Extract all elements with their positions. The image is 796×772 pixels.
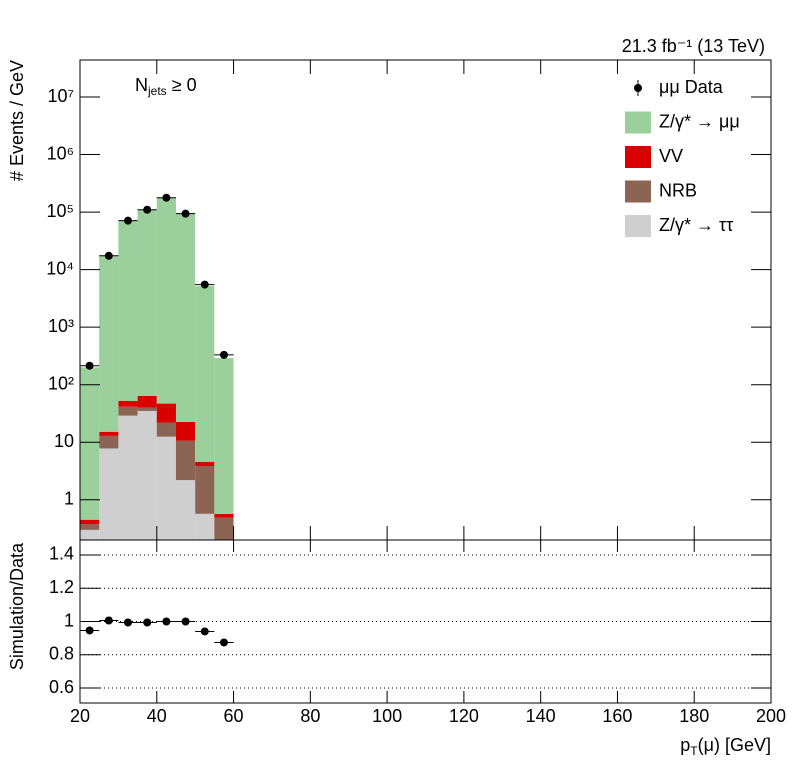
chart-title: 21.3 fb⁻¹ (13 TeV) xyxy=(622,36,765,56)
ratio-point xyxy=(104,616,113,625)
stack-bar xyxy=(118,400,138,407)
data-point xyxy=(200,280,209,289)
legend-swatch xyxy=(625,111,651,134)
stack-bar xyxy=(137,407,157,411)
x-tick-label: 60 xyxy=(224,706,244,726)
stack-bar xyxy=(175,213,196,422)
x-tick-label: 180 xyxy=(679,706,709,726)
x-tick-label: 100 xyxy=(372,706,402,726)
legend-label: Z/γ* → μμ xyxy=(659,111,740,131)
ratio-point xyxy=(162,617,171,626)
plot-area xyxy=(80,193,234,540)
legend-swatch xyxy=(625,146,651,168)
legend-label: μμ Data xyxy=(659,77,724,97)
stack-bar xyxy=(99,448,119,540)
x-axis-label-sub: T xyxy=(690,744,698,758)
y-tick-label: 0.8 xyxy=(49,644,74,664)
stack-bar xyxy=(137,395,157,408)
annotation-main: N xyxy=(135,75,148,95)
stack-bar xyxy=(195,465,215,514)
x-axis-label: pT(μ) [GeV] xyxy=(680,735,771,758)
x-tick-label: 20 xyxy=(70,706,90,726)
y-tick-label: 1.2 xyxy=(49,577,74,597)
stack-bar xyxy=(118,220,138,401)
data-point xyxy=(181,209,190,218)
y-tick-label: 10⁵ xyxy=(47,201,74,221)
ratio-point xyxy=(123,618,132,627)
legend-swatch xyxy=(625,180,651,203)
y-tick-label: 1 xyxy=(64,610,74,630)
x-tick-label: 160 xyxy=(602,706,632,726)
data-point xyxy=(143,205,152,214)
stack-bar xyxy=(214,517,234,540)
stack-bar xyxy=(80,519,100,524)
y-tick-label: 1 xyxy=(64,489,74,509)
x-tick-label: 200 xyxy=(756,706,786,726)
stack-bar xyxy=(80,523,100,530)
stack-bar xyxy=(214,513,234,518)
data-point xyxy=(162,193,171,202)
x-axis-label-rest: (μ) [GeV] xyxy=(698,735,771,755)
stack-bar xyxy=(214,358,234,514)
y-tick-label: 10⁴ xyxy=(46,258,74,278)
stack-bar xyxy=(156,436,176,540)
y-axis-label: # Events / GeV xyxy=(7,60,27,181)
stack-bar xyxy=(156,403,176,423)
stack-bar xyxy=(80,367,100,520)
stack-bar xyxy=(99,431,119,436)
legend-label: Z/γ* → ττ xyxy=(659,215,733,235)
annotation-rest: ≥ 0 xyxy=(167,75,197,95)
stack-bar xyxy=(195,513,215,540)
x-tick-label: 120 xyxy=(449,706,479,726)
data-point xyxy=(219,350,228,359)
x-tick-label: 40 xyxy=(147,706,167,726)
stack-bar xyxy=(175,421,196,441)
stack-bar xyxy=(99,255,119,432)
x-tick-label: 140 xyxy=(526,706,556,726)
stack-bar xyxy=(137,410,157,540)
x-tick-label: 80 xyxy=(300,706,320,726)
y-tick-label: 10 xyxy=(54,431,74,451)
ratio-point xyxy=(143,618,152,627)
y-tick-label: 1.4 xyxy=(49,544,74,564)
stack-bar xyxy=(80,529,100,540)
y-tick-label: 10⁶ xyxy=(47,143,74,163)
ratio-point xyxy=(181,617,190,626)
legend-marker xyxy=(634,84,642,92)
stack-bar xyxy=(118,415,138,540)
data-point xyxy=(104,251,113,260)
y-tick-label: 10² xyxy=(48,373,74,393)
data-point xyxy=(123,216,132,225)
legend-label: VV xyxy=(659,146,683,166)
stack-bar xyxy=(118,406,138,416)
ratio-y-axis-label: Simulation/Data xyxy=(7,542,27,670)
stack-bar xyxy=(99,435,119,449)
legend-label: NRB xyxy=(659,180,697,200)
ratio-point xyxy=(85,626,94,635)
y-tick-label: 0.6 xyxy=(49,677,74,697)
stack-bar xyxy=(156,422,176,437)
stack-bar xyxy=(156,197,176,404)
stack-bar xyxy=(195,461,215,466)
annotation: Njets ≥ 0 xyxy=(135,75,197,98)
y-tick-label: 10³ xyxy=(48,316,74,336)
legend-swatch xyxy=(625,215,651,237)
annotation-sub: jets xyxy=(147,84,167,98)
data-point xyxy=(85,361,94,370)
x-axis-label-main: p xyxy=(680,735,690,755)
ratio-point xyxy=(200,627,209,636)
stack-bar xyxy=(175,480,196,540)
ratio-point xyxy=(219,638,228,647)
stack-bar xyxy=(137,209,157,396)
stack-bar xyxy=(195,286,215,462)
stack-bar xyxy=(175,440,196,481)
y-tick-label: 10⁷ xyxy=(47,86,74,106)
